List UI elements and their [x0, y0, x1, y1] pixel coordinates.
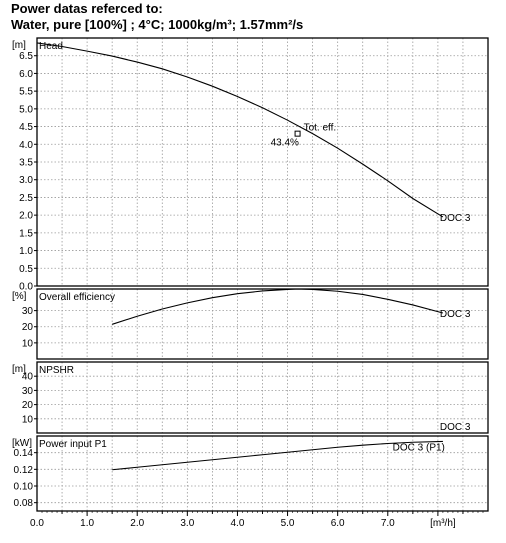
chart-header-line-1: Power datas referced to: [11, 1, 163, 16]
y-axis-unit-power: [kW] [12, 438, 32, 449]
panel-title-power: Power input P1 [39, 439, 107, 450]
series-label-power: DOC 3 (P1) [393, 442, 445, 453]
y-tick-label: 20 [22, 322, 34, 333]
annotation-tot-eff: Tot. eff. [304, 123, 337, 134]
y-tick-label: 20 [22, 400, 34, 411]
y-tick-label: 2.5 [19, 193, 33, 204]
y-axis-unit-head: [m] [12, 40, 26, 51]
y-tick-label: 0.5 [19, 264, 33, 275]
y-tick-label: 4.0 [19, 140, 33, 151]
y-tick-label: 1.0 [19, 246, 33, 257]
y-tick-label: 10 [22, 414, 34, 425]
x-axis-unit: [m³/h] [430, 518, 456, 529]
series-label-head: DOC 3 [440, 213, 471, 224]
panel-frame-head [36, 37, 489, 287]
panel-title-npshr: NPSHR [39, 365, 74, 376]
panel-title-head: Head [39, 41, 63, 52]
series-label-efficiency: DOC 3 [440, 309, 471, 320]
y-tick-label: 0.12 [14, 465, 34, 476]
y-tick-label: 10 [22, 338, 34, 349]
y-tick-label: 6.5 [19, 51, 33, 62]
curve-head [36, 42, 444, 218]
y-tick-label: 2.0 [19, 211, 33, 222]
curve-efficiency [112, 288, 444, 325]
y-tick-label: 40 [22, 372, 34, 383]
y-tick-label: 0.10 [14, 482, 34, 493]
panel-title-efficiency: Overall efficiency [39, 292, 115, 303]
x-tick-label: 4.0 [230, 518, 244, 529]
operating-point-marker [294, 130, 301, 137]
x-tick-label: 7.0 [381, 518, 395, 529]
y-tick-label: 0.08 [14, 498, 34, 509]
x-tick-label: 1.0 [80, 518, 94, 529]
annotation-efficiency-value: 43.4% [271, 138, 299, 149]
y-tick-label: 0.14 [14, 448, 34, 459]
x-tick-label: 3.0 [180, 518, 194, 529]
y-tick-label: 3.5 [19, 158, 33, 169]
y-tick-label: 1.5 [19, 228, 33, 239]
chart-header-line-2: Water, pure [100%] ; 4°C; 1000kg/m³; 1.5… [11, 17, 304, 32]
x-tick-label: 5.0 [281, 518, 295, 529]
y-tick-label: 6.0 [19, 69, 33, 80]
y-tick-label: 5.0 [19, 104, 33, 115]
y-tick-label: 0.0 [19, 282, 33, 293]
panel-frame-efficiency [36, 288, 489, 360]
y-tick-label: 5.5 [19, 87, 33, 98]
y-tick-label: 3.0 [19, 175, 33, 186]
panel-frame-npshr [36, 361, 489, 434]
x-tick-label: 2.0 [130, 518, 144, 529]
y-axis-unit-efficiency: [%] [12, 291, 27, 302]
y-tick-label: 30 [22, 306, 34, 317]
y-axis-unit-npshr: [m] [12, 364, 26, 375]
x-tick-label: 0.0 [30, 518, 44, 529]
curve-power [112, 440, 443, 471]
series-label-npshr: DOC 3 [440, 422, 471, 433]
x-tick-label: 6.0 [331, 518, 345, 529]
y-tick-label: 30 [22, 386, 34, 397]
y-tick-label: 4.5 [19, 122, 33, 133]
